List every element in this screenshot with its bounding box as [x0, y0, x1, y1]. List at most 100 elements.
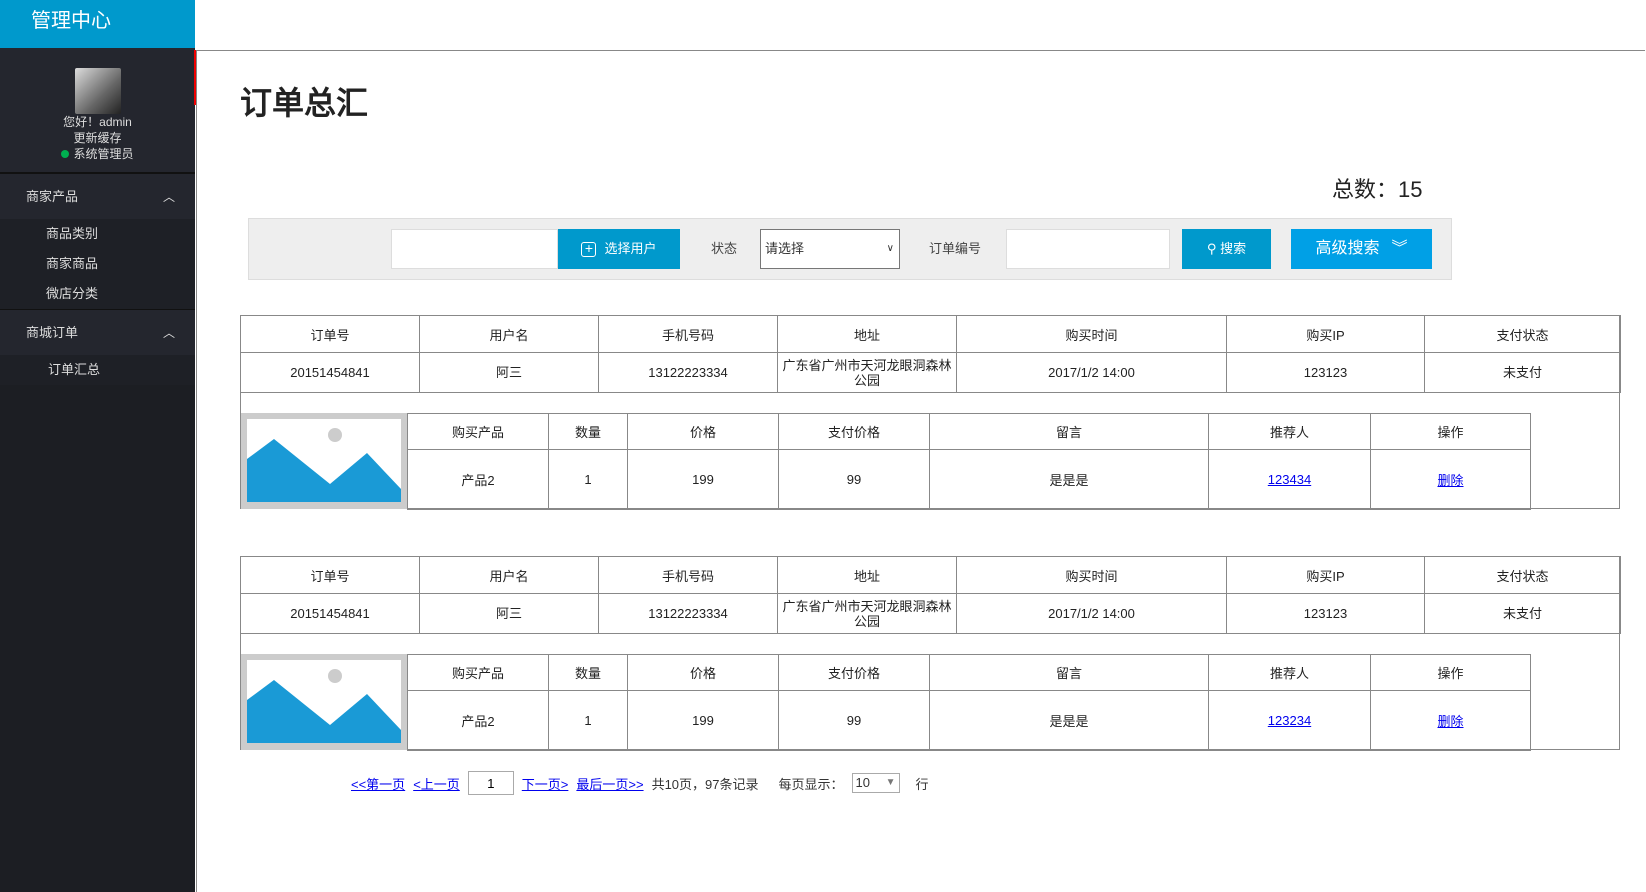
- nav-item-category[interactable]: 商品类别: [0, 219, 195, 249]
- search-bar: + 选择用户 状态 请选择 ∨ 订单编号 ⚲ 搜索 高级搜索 ︾: [248, 218, 1452, 280]
- next-page-link[interactable]: 下一页>: [521, 776, 569, 792]
- plus-icon: +: [581, 241, 597, 257]
- product-image: [241, 654, 407, 750]
- search-button[interactable]: ⚲ 搜索: [1182, 229, 1271, 269]
- product-cell: 1: [548, 449, 628, 510]
- product-cell: 199: [627, 449, 779, 510]
- chevron-down-icon: ∨: [886, 243, 894, 254]
- order-cell: 未支付: [1424, 352, 1621, 393]
- product-header-cell: 购买产品: [407, 413, 549, 450]
- image-placeholder-icon: [247, 428, 401, 502]
- product-cell: 是是是: [929, 690, 1209, 751]
- order-number-input[interactable]: [1006, 229, 1170, 269]
- nav-group-products[interactable]: 商家产品 ︿: [0, 173, 195, 219]
- action-cell: 删除: [1370, 690, 1531, 751]
- referrer-link[interactable]: 123234: [1267, 713, 1312, 728]
- order-header-cell: 订单号: [240, 556, 420, 594]
- product-header-cell: 价格: [627, 413, 779, 450]
- nav-item-goods[interactable]: 商家商品: [0, 249, 195, 279]
- order-cell: 13122223334: [598, 352, 778, 393]
- order-cell: 广东省广州市天河龙眼洞森林公园: [777, 593, 957, 634]
- product-header-cell: 购买产品: [407, 654, 549, 691]
- order-header-cell: 购买IP: [1226, 556, 1425, 594]
- page-summary: 共10页，97条记录: [651, 776, 759, 792]
- order-header-cell: 地址: [777, 315, 957, 353]
- user-role: 系统管理员: [73, 147, 134, 161]
- product-cell: 产品2: [407, 690, 549, 751]
- order-cell: 123123: [1226, 593, 1425, 634]
- chevron-up-icon: ︿: [162, 190, 175, 204]
- referrer-cell: 123434: [1208, 449, 1371, 510]
- per-page-label: 每页显示：: [778, 776, 844, 792]
- chevron-up-icon: ︿: [162, 326, 175, 340]
- brand-title: 管理中心: [0, 0, 195, 48]
- active-indicator: [194, 50, 196, 105]
- product-cell: 是是是: [929, 449, 1209, 510]
- nav-item-shop-category[interactable]: 微店分类: [0, 279, 195, 309]
- order-header-cell: 用户名: [419, 556, 599, 594]
- nav-item-order-summary[interactable]: 订单汇总: [0, 355, 195, 385]
- product-cell: 产品2: [407, 449, 549, 510]
- last-page-link[interactable]: 最后一页>>: [576, 776, 644, 792]
- per-page-select[interactable]: 10 ▼: [851, 773, 900, 793]
- status-label: 状态: [711, 241, 738, 256]
- order-header-cell: 支付状态: [1424, 315, 1621, 353]
- advanced-search-button[interactable]: 高级搜索 ︾: [1291, 229, 1432, 269]
- product-header-row: 购买产品 数量 价格 支付价格 留言 推荐人 操作: [407, 413, 1531, 450]
- choose-user-label: 选择用户: [604, 241, 657, 256]
- order-cell: 20151454841: [240, 593, 420, 634]
- order-cell: 2017/1/2 14:00: [956, 593, 1227, 634]
- order-cell: 未支付: [1424, 593, 1621, 634]
- order-cell: 广东省广州市天河龙眼洞森林公园: [777, 352, 957, 393]
- product-cell: 1: [548, 690, 628, 751]
- order-cell: 2017/1/2 14:00: [956, 352, 1227, 393]
- order-block: 订单号 用户名 手机号码 地址 购买时间 购买IP 支付状态 20151454841 阿三 131…: [240, 315, 1621, 510]
- search-icon: ⚲: [1206, 241, 1221, 256]
- order-cell: 阿三: [419, 352, 599, 393]
- order-cell: 13122223334: [598, 593, 778, 634]
- delete-link[interactable]: 删除: [1437, 473, 1464, 488]
- status-select[interactable]: 请选择 ∨: [760, 229, 900, 269]
- action-cell: 删除: [1370, 449, 1531, 510]
- product-header-row: 购买产品 数量 价格 支付价格 留言 推荐人 操作: [407, 654, 1531, 691]
- product-header-cell: 支付价格: [778, 654, 930, 691]
- order-header-row: 订单号 用户名 手机号码 地址 购买时间 购买IP 支付状态: [240, 556, 1621, 594]
- product-image: [241, 413, 407, 509]
- user-input[interactable]: [391, 229, 558, 269]
- refresh-cache-link[interactable]: 更新缓存: [73, 131, 122, 145]
- product-header-cell: 推荐人: [1208, 413, 1371, 450]
- product-header-cell: 支付价格: [778, 413, 930, 450]
- page-input[interactable]: [467, 771, 514, 795]
- choose-user-button[interactable]: + 选择用户: [558, 229, 680, 269]
- per-page-value: 10: [855, 775, 870, 790]
- product-row: 产品2 1 199 99 是是是 123434 删除: [407, 449, 1531, 510]
- product-header-cell: 价格: [627, 654, 779, 691]
- product-cell: 199: [627, 690, 779, 751]
- order-table: 订单号 用户名 手机号码 地址 购买时间 购买IP 支付状态 20151454841 阿三 131…: [240, 556, 1621, 634]
- total-count: 总数：15: [1332, 177, 1423, 202]
- order-cell: 20151454841: [240, 352, 420, 393]
- product-header-cell: 留言: [929, 654, 1209, 691]
- order-row: 20151454841 阿三 13122223334 广东省广州市天河龙眼洞森林公园 2…: [240, 352, 1621, 393]
- order-table: 订单号 用户名 手机号码 地址 购买时间 购买IP 支付状态 20151454841 阿三 131…: [240, 315, 1621, 393]
- status-value: 请选择: [765, 241, 805, 256]
- product-header-cell: 操作: [1370, 654, 1531, 691]
- search-label: 搜索: [1220, 241, 1247, 256]
- order-header-cell: 用户名: [419, 315, 599, 353]
- product-header-cell: 留言: [929, 413, 1209, 450]
- referrer-link[interactable]: 123434: [1267, 472, 1312, 487]
- prev-page-link[interactable]: <上一页: [413, 776, 460, 792]
- double-chevron-down-icon: ︾: [1391, 240, 1408, 257]
- product-header-cell: 操作: [1370, 413, 1531, 450]
- nav-group-orders[interactable]: 商城订单 ︿: [0, 309, 195, 355]
- first-page-link[interactable]: <<第一页: [351, 776, 406, 792]
- online-status-icon: [61, 150, 70, 158]
- page-title: 订单总汇: [240, 85, 369, 121]
- delete-link[interactable]: 删除: [1437, 714, 1464, 729]
- product-table: 购买产品 数量 价格 支付价格 留言 推荐人 操作 产品2 1 199 99 是是是 123434 删除: [407, 413, 1531, 510]
- product-table: 购买产品 数量 价格 支付价格 留言 推荐人 操作 产品2 1 199 99 是是是 123234 删除: [407, 654, 1531, 751]
- referrer-cell: 123234: [1208, 690, 1371, 751]
- order-cell: 阿三: [419, 593, 599, 634]
- advanced-search-label: 高级搜索: [1315, 240, 1380, 257]
- user-profile: 您好！admin 更新缓存 系统管理员: [0, 48, 195, 173]
